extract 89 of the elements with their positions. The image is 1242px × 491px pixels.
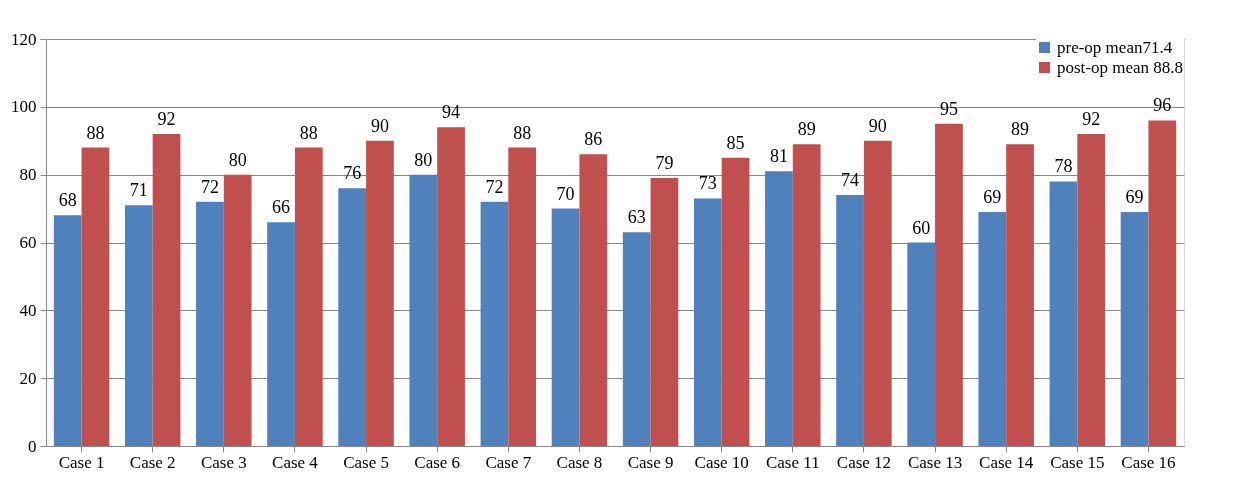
y-tick-label: 80 bbox=[19, 165, 37, 185]
x-tick-label: Case 7 bbox=[485, 452, 532, 472]
x-tick-label: Case 1 bbox=[58, 452, 105, 472]
data-label: 85 bbox=[726, 132, 745, 153]
bar bbox=[152, 133, 181, 446]
data-label: 60 bbox=[912, 217, 931, 238]
x-tick-label: Case 8 bbox=[556, 452, 603, 472]
bar bbox=[508, 147, 537, 446]
y-tick-label: 0 bbox=[28, 436, 37, 456]
x-tick-label: Case 13 bbox=[907, 452, 963, 472]
bar bbox=[1120, 211, 1149, 446]
bar bbox=[1049, 181, 1078, 446]
x-tick-label: Case 6 bbox=[414, 452, 461, 472]
data-label: 96 bbox=[1153, 95, 1172, 116]
data-label: 72 bbox=[485, 176, 504, 197]
bar bbox=[338, 188, 367, 446]
data-label: 73 bbox=[698, 173, 717, 194]
bar bbox=[124, 205, 153, 446]
data-label: 76 bbox=[343, 163, 362, 184]
bar bbox=[409, 174, 438, 446]
x-tick-label: Case 15 bbox=[1050, 452, 1105, 472]
bar bbox=[935, 123, 963, 446]
data-label: 69 bbox=[1125, 186, 1144, 207]
x-tick-label: Case 14 bbox=[979, 452, 1034, 472]
data-label: 79 bbox=[655, 153, 674, 174]
data-label: 92 bbox=[1082, 108, 1101, 129]
data-label: 88 bbox=[299, 122, 318, 143]
bar bbox=[196, 201, 224, 446]
data-label: 90 bbox=[370, 115, 389, 136]
bar bbox=[437, 127, 465, 446]
data-label: 68 bbox=[58, 190, 77, 211]
bar bbox=[579, 154, 608, 446]
data-label: 90 bbox=[868, 115, 887, 136]
x-tick-label: Case 9 bbox=[627, 452, 674, 472]
x-tick-label: Case 2 bbox=[129, 452, 176, 472]
data-label: 95 bbox=[939, 98, 958, 119]
x-tick-label: Case 3 bbox=[200, 452, 247, 472]
data-label: 63 bbox=[627, 207, 646, 228]
x-tick-label: Case 11 bbox=[765, 452, 820, 472]
bar bbox=[1006, 144, 1034, 446]
data-label: 88 bbox=[513, 122, 532, 143]
bar bbox=[978, 211, 1007, 446]
data-label: 71 bbox=[129, 180, 148, 201]
data-label: 80 bbox=[414, 149, 433, 170]
bar bbox=[480, 201, 509, 446]
data-label: 81 bbox=[769, 146, 788, 167]
bar bbox=[836, 195, 864, 446]
bar bbox=[863, 140, 892, 446]
data-label: 92 bbox=[157, 108, 176, 129]
bar bbox=[1148, 120, 1177, 446]
y-tick-label: 60 bbox=[19, 233, 37, 252]
legend-label: pre-op mean71.4 bbox=[1057, 37, 1173, 57]
legend-label: post-op mean 88.8 bbox=[1057, 57, 1184, 77]
data-label: 66 bbox=[272, 197, 291, 218]
data-label: 80 bbox=[228, 149, 247, 170]
data-label: 69 bbox=[983, 186, 1002, 207]
data-label: 88 bbox=[86, 122, 105, 143]
bar bbox=[792, 144, 821, 446]
bar bbox=[622, 232, 651, 446]
data-label: 72 bbox=[200, 176, 219, 197]
bar bbox=[267, 222, 295, 446]
data-label: 78 bbox=[1054, 156, 1073, 177]
bar bbox=[721, 157, 750, 446]
data-label: 70 bbox=[556, 183, 575, 204]
bar bbox=[294, 147, 323, 446]
data-label: 89 bbox=[797, 119, 816, 140]
data-label: 89 bbox=[1011, 119, 1030, 140]
bar bbox=[765, 171, 793, 446]
x-tick-label: Case 16 bbox=[1121, 452, 1176, 472]
y-tick-label: 120 bbox=[11, 29, 37, 49]
data-label: 94 bbox=[442, 102, 461, 123]
bar bbox=[1077, 133, 1106, 446]
bar bbox=[366, 140, 394, 446]
y-tick-label: 100 bbox=[11, 97, 37, 117]
y-tick-label: 40 bbox=[19, 300, 37, 320]
bar bbox=[53, 215, 82, 446]
x-tick-label: Case 10 bbox=[694, 452, 749, 472]
x-tick-label: Case 5 bbox=[343, 452, 389, 472]
bar bbox=[650, 178, 679, 446]
bar bbox=[693, 198, 722, 446]
bar bbox=[223, 174, 252, 446]
data-label: 86 bbox=[584, 129, 603, 150]
data-label: 74 bbox=[841, 170, 860, 191]
bar bbox=[907, 242, 936, 446]
x-tick-label: Case 4 bbox=[272, 452, 319, 472]
y-tick-label: 20 bbox=[19, 368, 37, 388]
bar bbox=[81, 147, 110, 446]
x-tick-label: Case 12 bbox=[836, 452, 892, 472]
bar bbox=[551, 208, 580, 446]
